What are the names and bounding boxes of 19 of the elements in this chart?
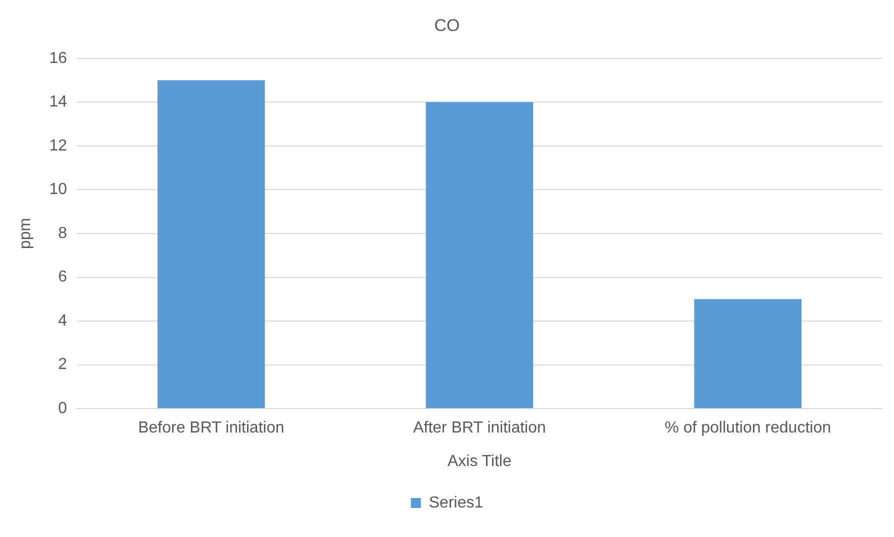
- chart-title: CO: [434, 16, 460, 35]
- bar: [694, 299, 802, 408]
- y-tick-label: 16: [49, 50, 68, 67]
- y-tick-label: 14: [49, 94, 68, 111]
- y-tick-label: 0: [58, 400, 68, 418]
- legend-label: Series1: [428, 494, 484, 512]
- y-tick-label: 6: [58, 268, 68, 286]
- x-tick-label: After BRT initiation: [413, 420, 546, 437]
- y-axis-title: ppm: [17, 218, 34, 250]
- x-tick-label: Before BRT initiation: [138, 420, 284, 437]
- y-tick-label: 12: [49, 137, 68, 154]
- bar: [426, 102, 534, 408]
- y-tick-label: 8: [58, 224, 68, 242]
- x-axis-title: Axis Title: [447, 452, 512, 470]
- y-tick-label: 4: [58, 312, 68, 330]
- y-tick-label: 10: [49, 181, 68, 198]
- y-tick-label: 2: [58, 356, 68, 374]
- x-tick-label: % of pollution reduction: [664, 420, 831, 437]
- bar: [157, 80, 265, 408]
